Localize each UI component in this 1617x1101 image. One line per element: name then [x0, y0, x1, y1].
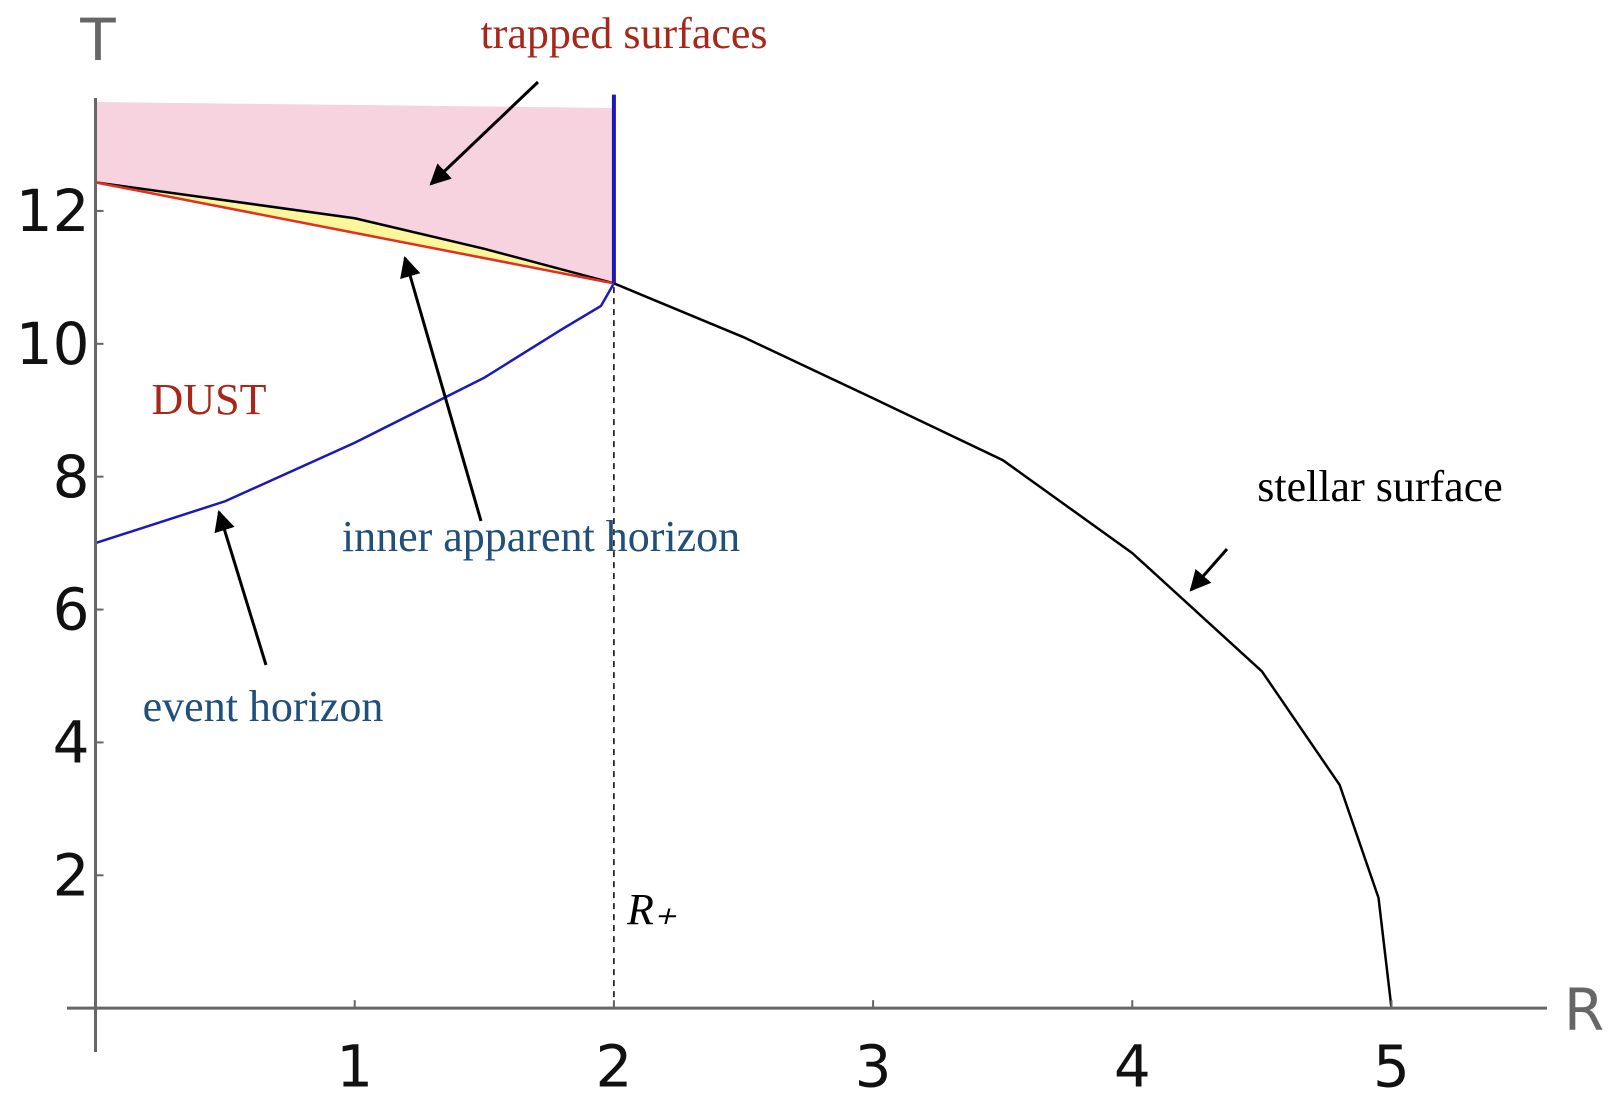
y-tick-label: 4	[53, 709, 90, 777]
curves	[95, 94, 1393, 1009]
curve	[95, 181, 615, 285]
annotation-arrow	[1189, 548, 1229, 592]
annotation-arrow	[400, 255, 483, 522]
y-axis-label: T	[79, 6, 116, 74]
y-tick-label: 6	[53, 576, 90, 644]
x-axis-label: R	[1564, 976, 1604, 1044]
y-tick-label: 12	[16, 177, 90, 245]
annotation: trapped surfaces	[480, 9, 767, 58]
y-tick-label: 10	[16, 310, 90, 378]
annotation-arrow	[214, 509, 268, 666]
curve	[95, 282, 615, 545]
annotation: inner apparent horizon	[342, 512, 740, 561]
annotation: stellar surface	[1257, 462, 1503, 511]
annotation: DUST	[152, 375, 267, 424]
annotation: R₊	[626, 885, 677, 934]
x-tick-label: 1	[336, 1032, 373, 1100]
annotation: event horizon	[143, 682, 384, 731]
annotation-arrow	[429, 80, 540, 186]
curve	[95, 181, 1393, 1009]
x-tick-label: 4	[1114, 1032, 1151, 1100]
y-tick-label: 8	[53, 443, 90, 511]
x-tick-label: 2	[595, 1032, 632, 1100]
x-tick-label: 5	[1373, 1032, 1410, 1100]
y-tick-label: 2	[53, 841, 90, 909]
x-tick-label: 3	[855, 1032, 892, 1100]
trapped-region	[95, 101, 614, 284]
